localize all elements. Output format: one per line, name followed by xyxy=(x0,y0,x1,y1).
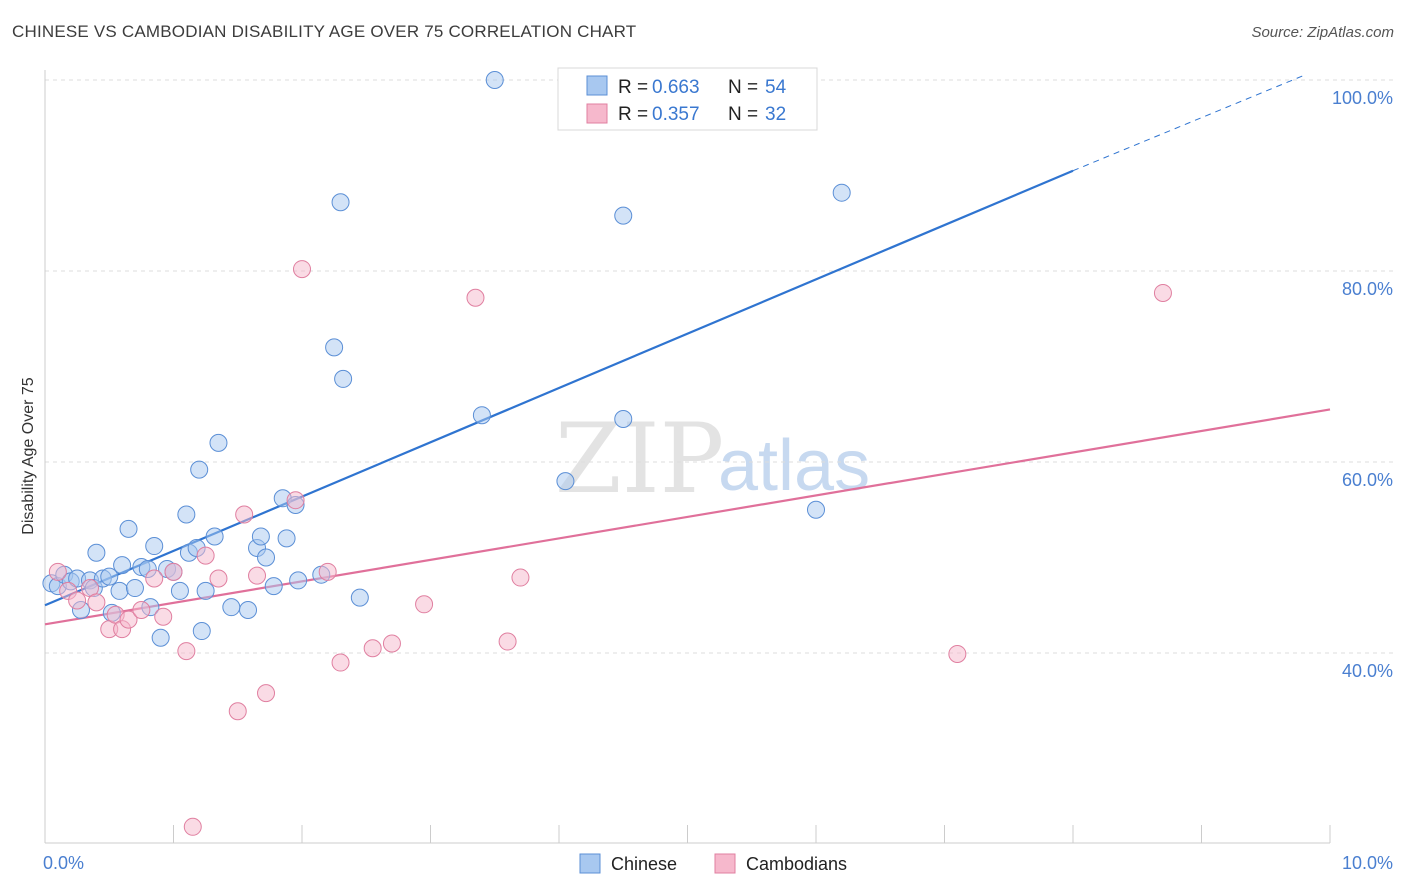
watermark-atlas: atlas xyxy=(718,426,870,506)
cambodian-point-9 xyxy=(132,601,151,620)
chinese-point-29 xyxy=(196,581,215,600)
legend-r-value-chinese: 0.663 xyxy=(652,77,700,98)
chinese-point-37 xyxy=(264,577,283,596)
chinese-point-27 xyxy=(190,460,209,479)
chinese-point-20 xyxy=(151,628,170,647)
chinese-point-50 xyxy=(614,410,633,429)
chinese-point-8 xyxy=(87,543,106,562)
chinese-point-30 xyxy=(205,527,224,546)
chinese-point-45 xyxy=(334,369,353,388)
chart-source: Source: ZipAtlas.com xyxy=(1251,24,1394,41)
y-tick-label-80: 80.0% xyxy=(1342,279,1393,299)
legend-n-label-cambodian: N = xyxy=(728,104,758,125)
legend-swatch-cambodian xyxy=(586,103,608,124)
bottom-legend-swatch-chinese xyxy=(579,853,601,874)
cambodian-point-15 xyxy=(196,546,215,565)
y-tick-label-40: 40.0% xyxy=(1342,661,1393,681)
chinese-point-35 xyxy=(251,527,270,546)
y-tick-label-100: 100.0% xyxy=(1332,88,1393,108)
chinese-point-15 xyxy=(125,579,144,598)
chinese-point-46 xyxy=(350,588,369,607)
legend-r-label-chinese: R = xyxy=(618,77,648,98)
cambodian-point-28 xyxy=(466,288,485,307)
chinese-point-36 xyxy=(257,548,276,567)
chart-title: CHINESE VS CAMBODIAN DISABILITY AGE OVER… xyxy=(12,22,637,41)
top-legend: R = 0.663 N = 54 R = 0.357 N = 32 xyxy=(557,67,818,131)
cambodian-point-10 xyxy=(145,569,164,588)
y-axis-title: Disability Age Over 75 xyxy=(20,377,37,535)
chinese-point-14 xyxy=(119,519,138,538)
chinese-point-39 xyxy=(277,529,296,548)
chinese-point-43 xyxy=(325,338,344,357)
chinese-point-41 xyxy=(289,571,308,590)
legend-n-label-chinese: N = xyxy=(728,77,758,98)
data-points xyxy=(42,71,1172,836)
x-tick-label-min: 0.0% xyxy=(43,853,84,873)
legend-swatch-chinese xyxy=(586,75,608,96)
cambodian-point-27 xyxy=(415,595,434,614)
chinese-point-49 xyxy=(556,472,575,491)
cambodian-point-29 xyxy=(498,632,517,651)
bottom-legend-label-cambodian: Cambodians xyxy=(746,854,847,874)
chinese-point-28 xyxy=(192,622,211,641)
cambodian-point-25 xyxy=(363,639,382,658)
chinese-point-51 xyxy=(614,206,633,225)
cambodian-point-17 xyxy=(228,702,247,721)
watermark-zip: ZIP xyxy=(555,403,724,515)
y-tick-label-60: 60.0% xyxy=(1342,470,1393,490)
legend-r-value-cambodian: 0.357 xyxy=(652,104,700,125)
chinese-point-44 xyxy=(331,193,350,212)
cambodian-point-8 xyxy=(119,610,138,629)
cambodian-point-0 xyxy=(48,562,67,581)
cambodian-point-21 xyxy=(286,491,305,510)
bottom-legend: Chinese Cambodians xyxy=(579,853,847,874)
cambodian-point-31 xyxy=(948,644,967,663)
legend-r-label-cambodian: R = xyxy=(618,104,648,125)
cambodian-point-30 xyxy=(511,568,530,587)
chinese-point-12 xyxy=(110,581,129,600)
axes: 40.0% 60.0% 80.0% 100.0% 0.0% 10.0% xyxy=(43,70,1393,873)
legend-n-value-chinese: 54 xyxy=(765,77,787,98)
chinese-trend-extension xyxy=(1072,74,1305,172)
chinese-point-53 xyxy=(832,183,851,202)
chinese-point-19 xyxy=(145,537,164,556)
cambodian-point-14 xyxy=(183,817,202,836)
chinese-point-33 xyxy=(239,601,258,620)
chinese-point-24 xyxy=(177,505,196,524)
cambodian-point-19 xyxy=(248,566,267,585)
cambodian-point-13 xyxy=(177,642,196,661)
cambodian-point-24 xyxy=(331,653,350,672)
chinese-point-23 xyxy=(170,581,189,600)
chinese-point-32 xyxy=(222,598,241,617)
cambodian-trend-line xyxy=(44,408,1331,626)
chinese-point-52 xyxy=(807,500,825,519)
trend-lines xyxy=(44,74,1331,626)
cambodian-point-22 xyxy=(293,260,311,279)
cambodian-point-16 xyxy=(209,569,228,588)
cambodian-point-23 xyxy=(318,562,337,581)
bottom-legend-label-chinese: Chinese xyxy=(611,854,677,874)
cambodian-point-26 xyxy=(382,634,401,653)
cambodian-point-18 xyxy=(235,505,254,524)
cambodian-point-2 xyxy=(68,591,87,610)
chinese-point-13 xyxy=(113,556,132,575)
chinese-point-10 xyxy=(100,567,119,586)
chinese-point-31 xyxy=(209,433,228,452)
grid-lines xyxy=(45,79,1395,654)
chinese-point-48 xyxy=(485,71,504,89)
cambodian-point-32 xyxy=(1153,283,1172,302)
x-tick-label-max: 10.0% xyxy=(1342,853,1393,873)
bottom-legend-swatch-cambodian xyxy=(714,853,736,874)
chinese-point-47 xyxy=(472,406,491,425)
cambodian-point-20 xyxy=(257,684,276,703)
cambodian-point-11 xyxy=(154,607,173,626)
legend-n-value-cambodian: 32 xyxy=(765,104,786,125)
cambodian-point-12 xyxy=(164,562,183,581)
cambodian-point-4 xyxy=(87,593,106,612)
